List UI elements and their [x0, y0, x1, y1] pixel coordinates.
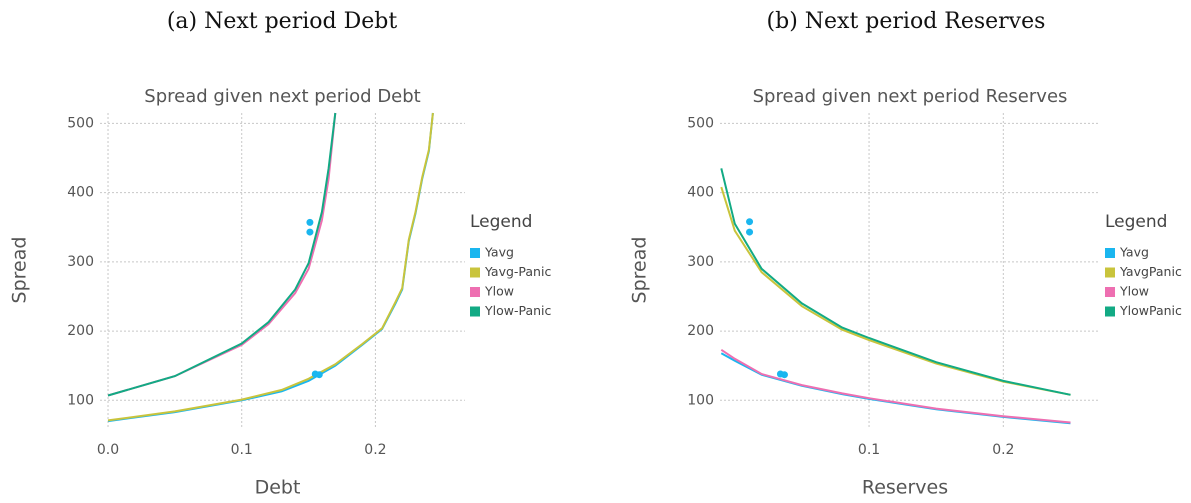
x-tick-label: 0.1: [231, 442, 253, 458]
legend-label: Yavg: [1119, 245, 1149, 260]
legend-title: Legend: [1105, 212, 1167, 232]
chart-title: Spread given next period Debt: [144, 86, 420, 107]
x-axis-title: Reserves: [862, 477, 948, 499]
series-line: [720, 348, 1071, 424]
caption: (b) Next period Reserves: [767, 9, 1046, 34]
legend-label: Ylow: [1119, 284, 1149, 299]
y-tick-label: 100: [67, 392, 94, 408]
x-tick-label: 0.1: [858, 442, 880, 458]
marker: [780, 371, 788, 379]
chart-title: Spread given next period Reserves: [753, 86, 1068, 107]
legend-label: Ylow-Panic: [484, 303, 552, 318]
series-line: [107, 112, 434, 422]
y-tick-label: 300: [687, 254, 714, 270]
legend-swatch: [470, 267, 480, 278]
series-line: [107, 112, 337, 397]
y-tick-label: 500: [687, 115, 714, 131]
marker: [315, 371, 323, 379]
legend-swatch: [470, 306, 480, 317]
y-tick-label: 500: [67, 115, 94, 131]
marker: [746, 228, 754, 236]
legend-swatch: [1105, 287, 1115, 297]
y-tick-label: 100: [687, 392, 714, 408]
legend-swatch: [470, 287, 480, 297]
legend-label: Ylow: [484, 284, 514, 299]
series-line: [720, 352, 1071, 425]
y-tick-label: 400: [687, 185, 714, 201]
x-axis-title: Debt: [255, 477, 301, 499]
y-axis-title: Spread: [629, 237, 651, 304]
legend-label: Yavg-Panic: [484, 264, 551, 279]
legend-label: YavgPanic: [1119, 264, 1182, 279]
y-tick-label: 200: [687, 323, 714, 339]
marker: [306, 228, 314, 236]
marker: [306, 218, 314, 226]
panel: (b) Next period Reserves Spread given nex…: [629, 9, 1183, 499]
legend-swatch: [470, 248, 480, 258]
x-tick-label: 0.0: [97, 442, 119, 458]
legend-swatch: [1105, 248, 1115, 258]
panel: (a) Next period Debt Spread given next pe…: [9, 9, 552, 499]
series-line: [720, 186, 1071, 396]
marker: [746, 218, 754, 226]
legend-title: Legend: [470, 212, 532, 232]
y-axis-title: Spread: [9, 237, 31, 304]
y-tick-label: 200: [67, 323, 94, 339]
legend-swatch: [1105, 267, 1115, 278]
series-line: [107, 112, 434, 423]
x-tick-label: 0.2: [992, 442, 1014, 458]
legend-label: Yavg: [484, 245, 514, 260]
caption: (a) Next period Debt: [167, 9, 398, 34]
legend-label: YlowPanic: [1119, 303, 1182, 318]
y-tick-label: 400: [67, 185, 94, 201]
y-tick-label: 300: [67, 254, 94, 270]
x-tick-label: 0.2: [364, 442, 386, 458]
series-line: [720, 168, 1071, 396]
legend-swatch: [1105, 306, 1115, 317]
